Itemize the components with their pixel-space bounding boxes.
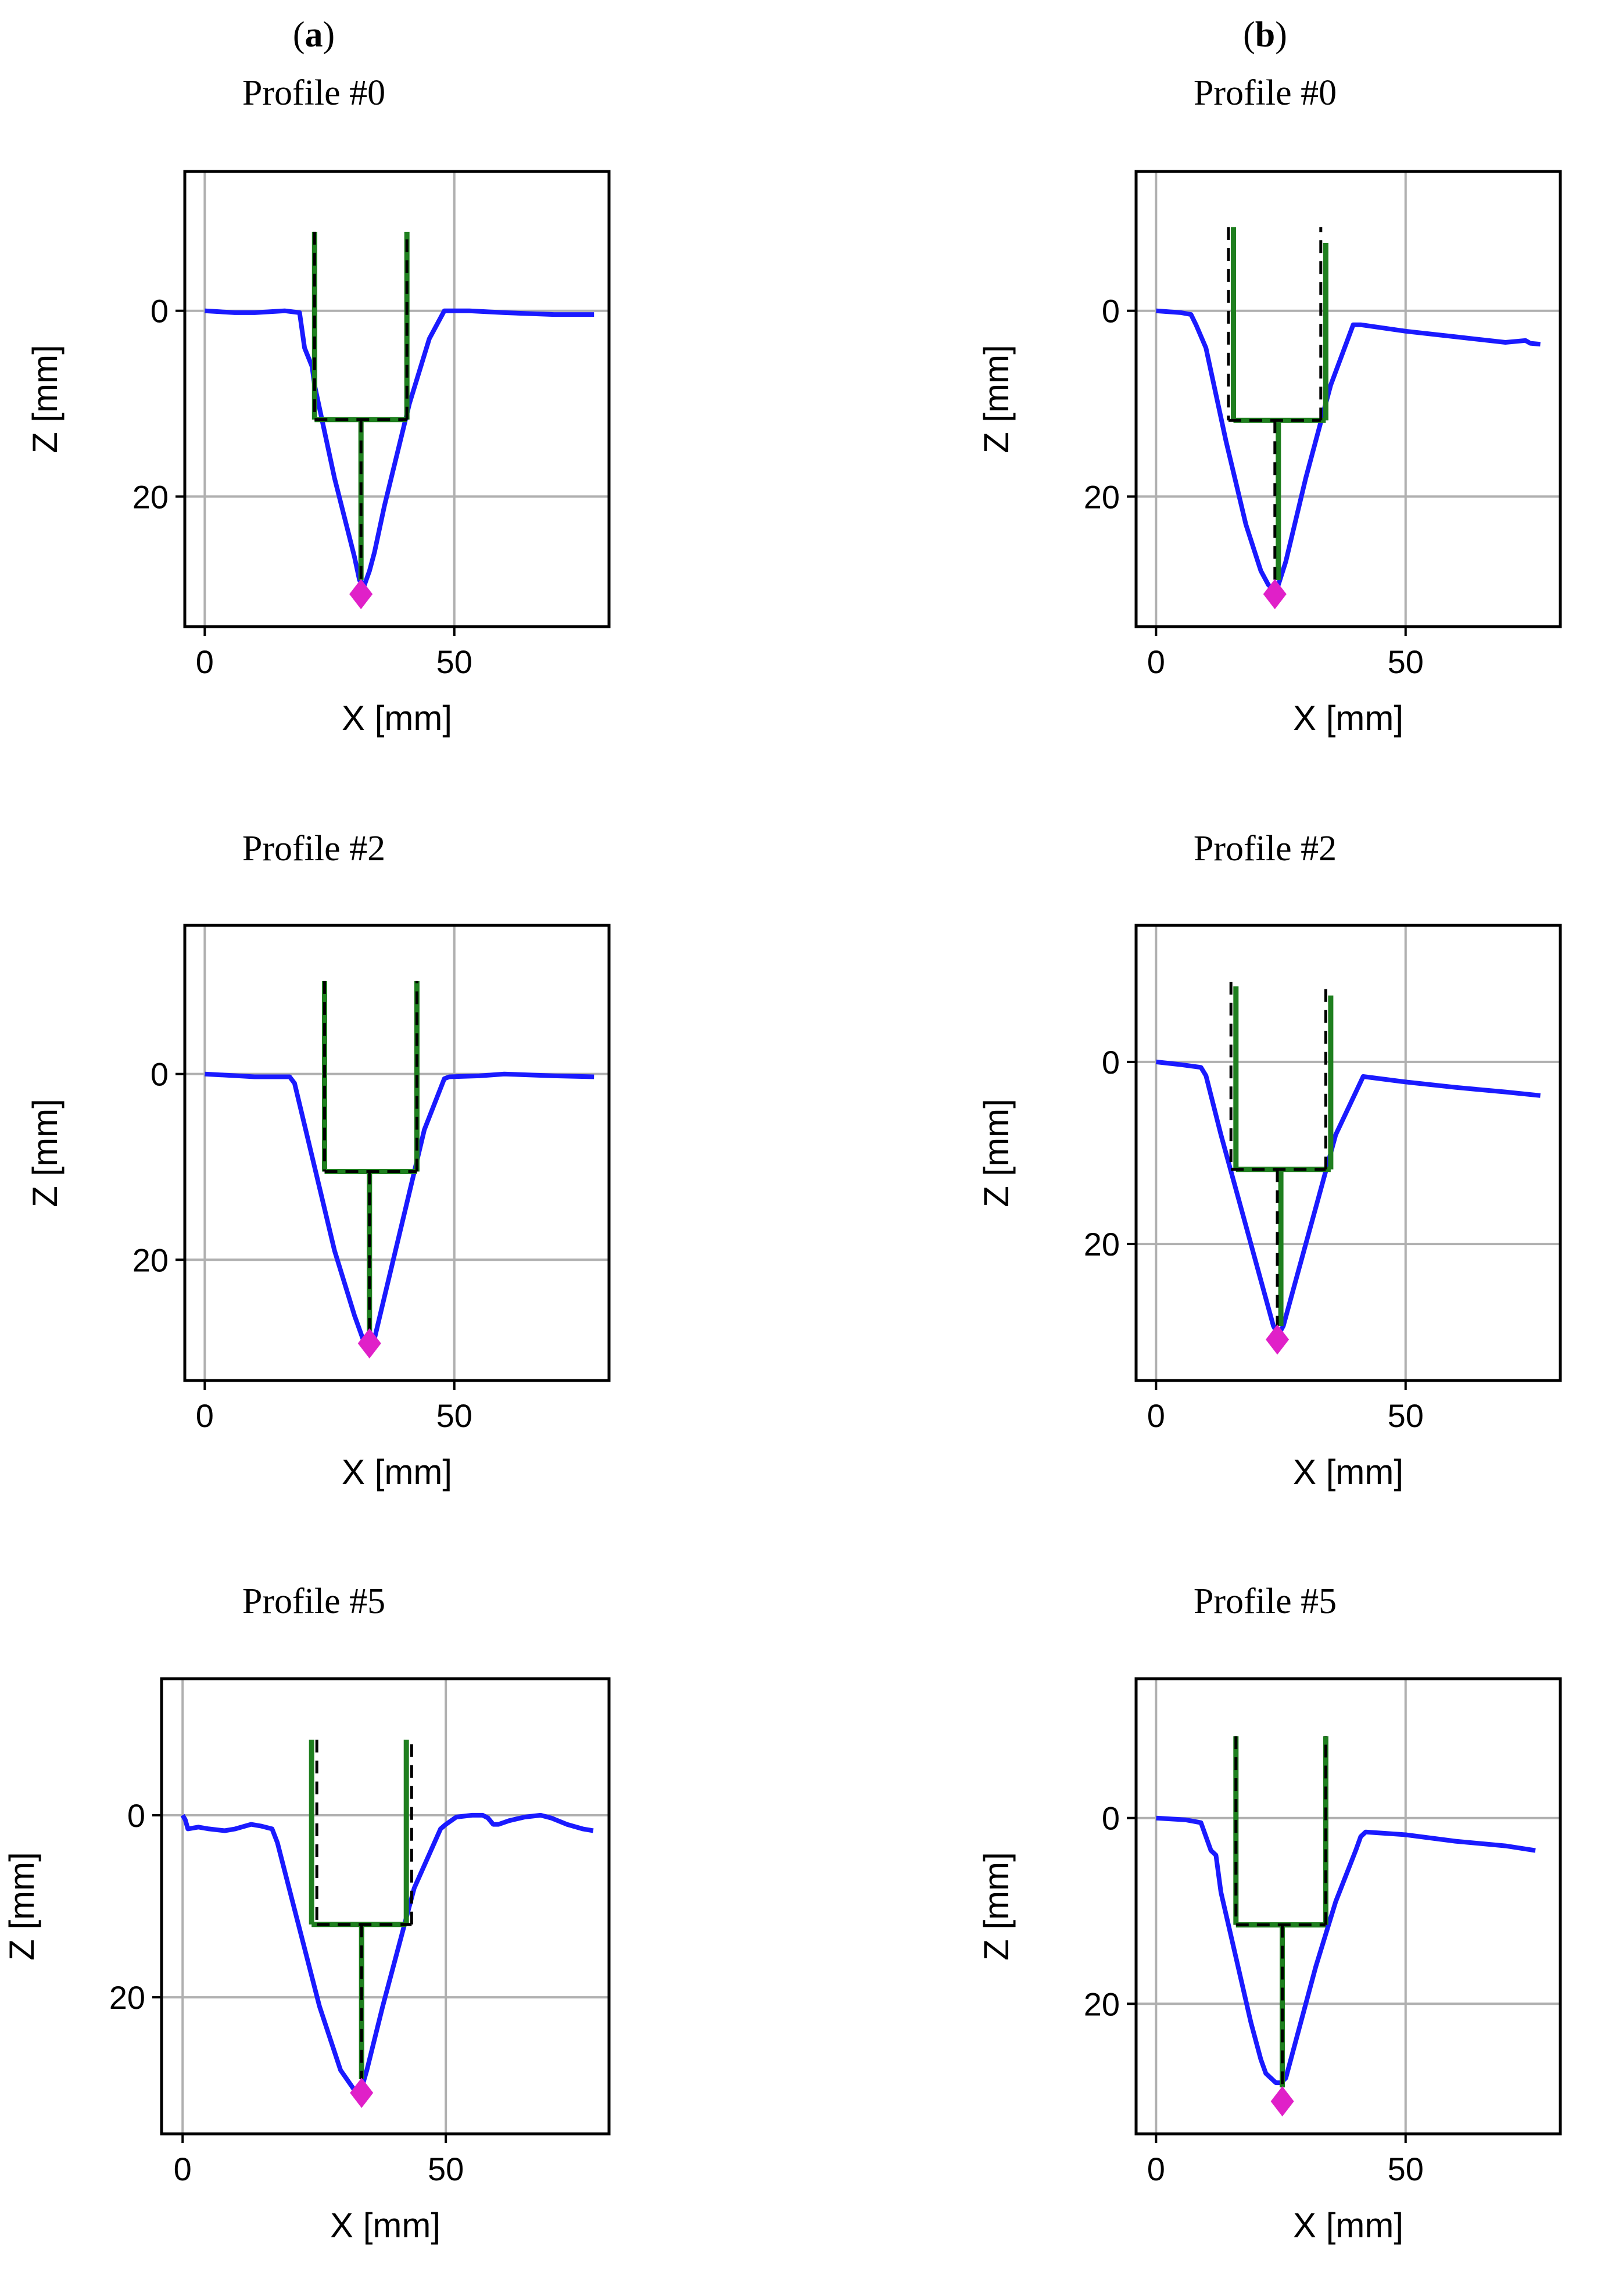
column-label-b: (b): [1243, 15, 1287, 55]
deepest-point-marker: [1270, 2086, 1294, 2117]
x-tick-label: 0: [196, 1397, 214, 1434]
x-tick-label: 0: [1147, 1397, 1165, 1434]
y-tick-label: 0: [151, 1056, 169, 1093]
x-tick-label: 50: [436, 643, 472, 680]
y-axis-label: Z [mm]: [977, 345, 1016, 453]
x-tick-label: 0: [1147, 643, 1165, 680]
x-axis-label: X [mm]: [342, 699, 452, 738]
x-axis-label: X [mm]: [1293, 2206, 1403, 2245]
plot-frame: [1134, 924, 1562, 1382]
x-tick-label: 0: [196, 643, 214, 680]
deepest-point-marker: [350, 2077, 374, 2108]
y-tick-label: 0: [1102, 1800, 1120, 1837]
y-tick-label: 20: [1084, 1226, 1120, 1263]
subplot-a-profile-0: 0 50 0 20 X [mm] Z [mm]: [26, 170, 611, 738]
subplot-a-profile-5: 0 50 0 20 X [mm] Z [mm]: [2, 1677, 611, 2245]
y-tick-label: 0: [151, 293, 169, 330]
y-tick-label: 20: [132, 1242, 169, 1278]
plot-area: [162, 1679, 609, 2134]
y-tick-label: 0: [1102, 293, 1120, 330]
subplot-b-profile-2: 0 50 0 20 X [mm] Z [mm]: [977, 924, 1562, 1492]
y-tick-label: 0: [1102, 1044, 1120, 1081]
x-tick-label: 0: [174, 2151, 192, 2187]
plot-frame: [1134, 170, 1562, 628]
plot-area: [185, 925, 609, 1381]
x-tick-label: 50: [1388, 643, 1424, 680]
plot-frame: [160, 1677, 611, 2136]
y-tick-label: 0: [127, 1797, 145, 1834]
subplot-title: Profile #2: [242, 829, 385, 868]
subplot-title: Profile #5: [1194, 1582, 1337, 1621]
y-axis-label: Z [mm]: [26, 1099, 65, 1207]
profile-line: [1156, 1815, 1536, 2086]
x-axis-label: X [mm]: [1293, 699, 1403, 738]
column-label-b-letter: b: [1255, 15, 1275, 55]
subplot-title: Profile #0: [242, 73, 385, 113]
plot-frame: [1134, 1677, 1562, 2136]
column-label-a: (a): [293, 15, 335, 55]
subplot-b-profile-0: 0 50 0 20 X [mm] Z [mm]: [977, 170, 1562, 738]
plot-area: [1136, 925, 1560, 1381]
x-axis-label: X [mm]: [342, 1453, 452, 1492]
y-tick-label: 20: [1084, 478, 1120, 515]
plot-frame: [183, 170, 611, 628]
y-axis-label: Z [mm]: [26, 345, 65, 453]
x-axis-label: X [mm]: [330, 2206, 440, 2245]
y-axis-label: Z [mm]: [977, 1852, 1016, 1961]
plot-area: [1136, 1679, 1560, 2134]
column-label-a-letter: a: [305, 15, 323, 55]
x-tick-label: 50: [436, 1397, 472, 1434]
profile-line: [1156, 308, 1541, 592]
y-axis-label: Z [mm]: [2, 1852, 41, 1961]
x-tick-label: 50: [1388, 2151, 1424, 2187]
subplot-title: Profile #0: [1194, 73, 1337, 113]
plot-frame: [183, 924, 611, 1382]
deepest-point-marker: [357, 1328, 381, 1359]
deepest-point-marker: [349, 579, 373, 610]
y-axis-label: Z [mm]: [977, 1099, 1016, 1207]
subplot-b-profile-5: 0 50 0 20 X [mm] Z [mm]: [977, 1677, 1562, 2245]
profile-line: [180, 1812, 594, 2095]
x-axis-label: X [mm]: [1293, 1453, 1403, 1492]
plot-area: [185, 171, 609, 627]
y-tick-label: 20: [1084, 1986, 1120, 2022]
x-tick-label: 50: [428, 2151, 464, 2187]
subplot-title: Profile #5: [242, 1582, 385, 1621]
plot-area: [1136, 171, 1560, 627]
subplot-title: Profile #2: [1194, 829, 1337, 868]
deepest-point-marker: [1263, 579, 1287, 610]
deepest-point-marker: [1266, 1324, 1290, 1355]
y-tick-label: 20: [132, 478, 169, 515]
x-tick-label: 50: [1388, 1397, 1424, 1434]
x-tick-label: 0: [1147, 2151, 1165, 2187]
subplot-a-profile-2: 0 50 0 20 X [mm] Z [mm]: [26, 924, 611, 1492]
y-tick-label: 20: [109, 1979, 145, 2016]
